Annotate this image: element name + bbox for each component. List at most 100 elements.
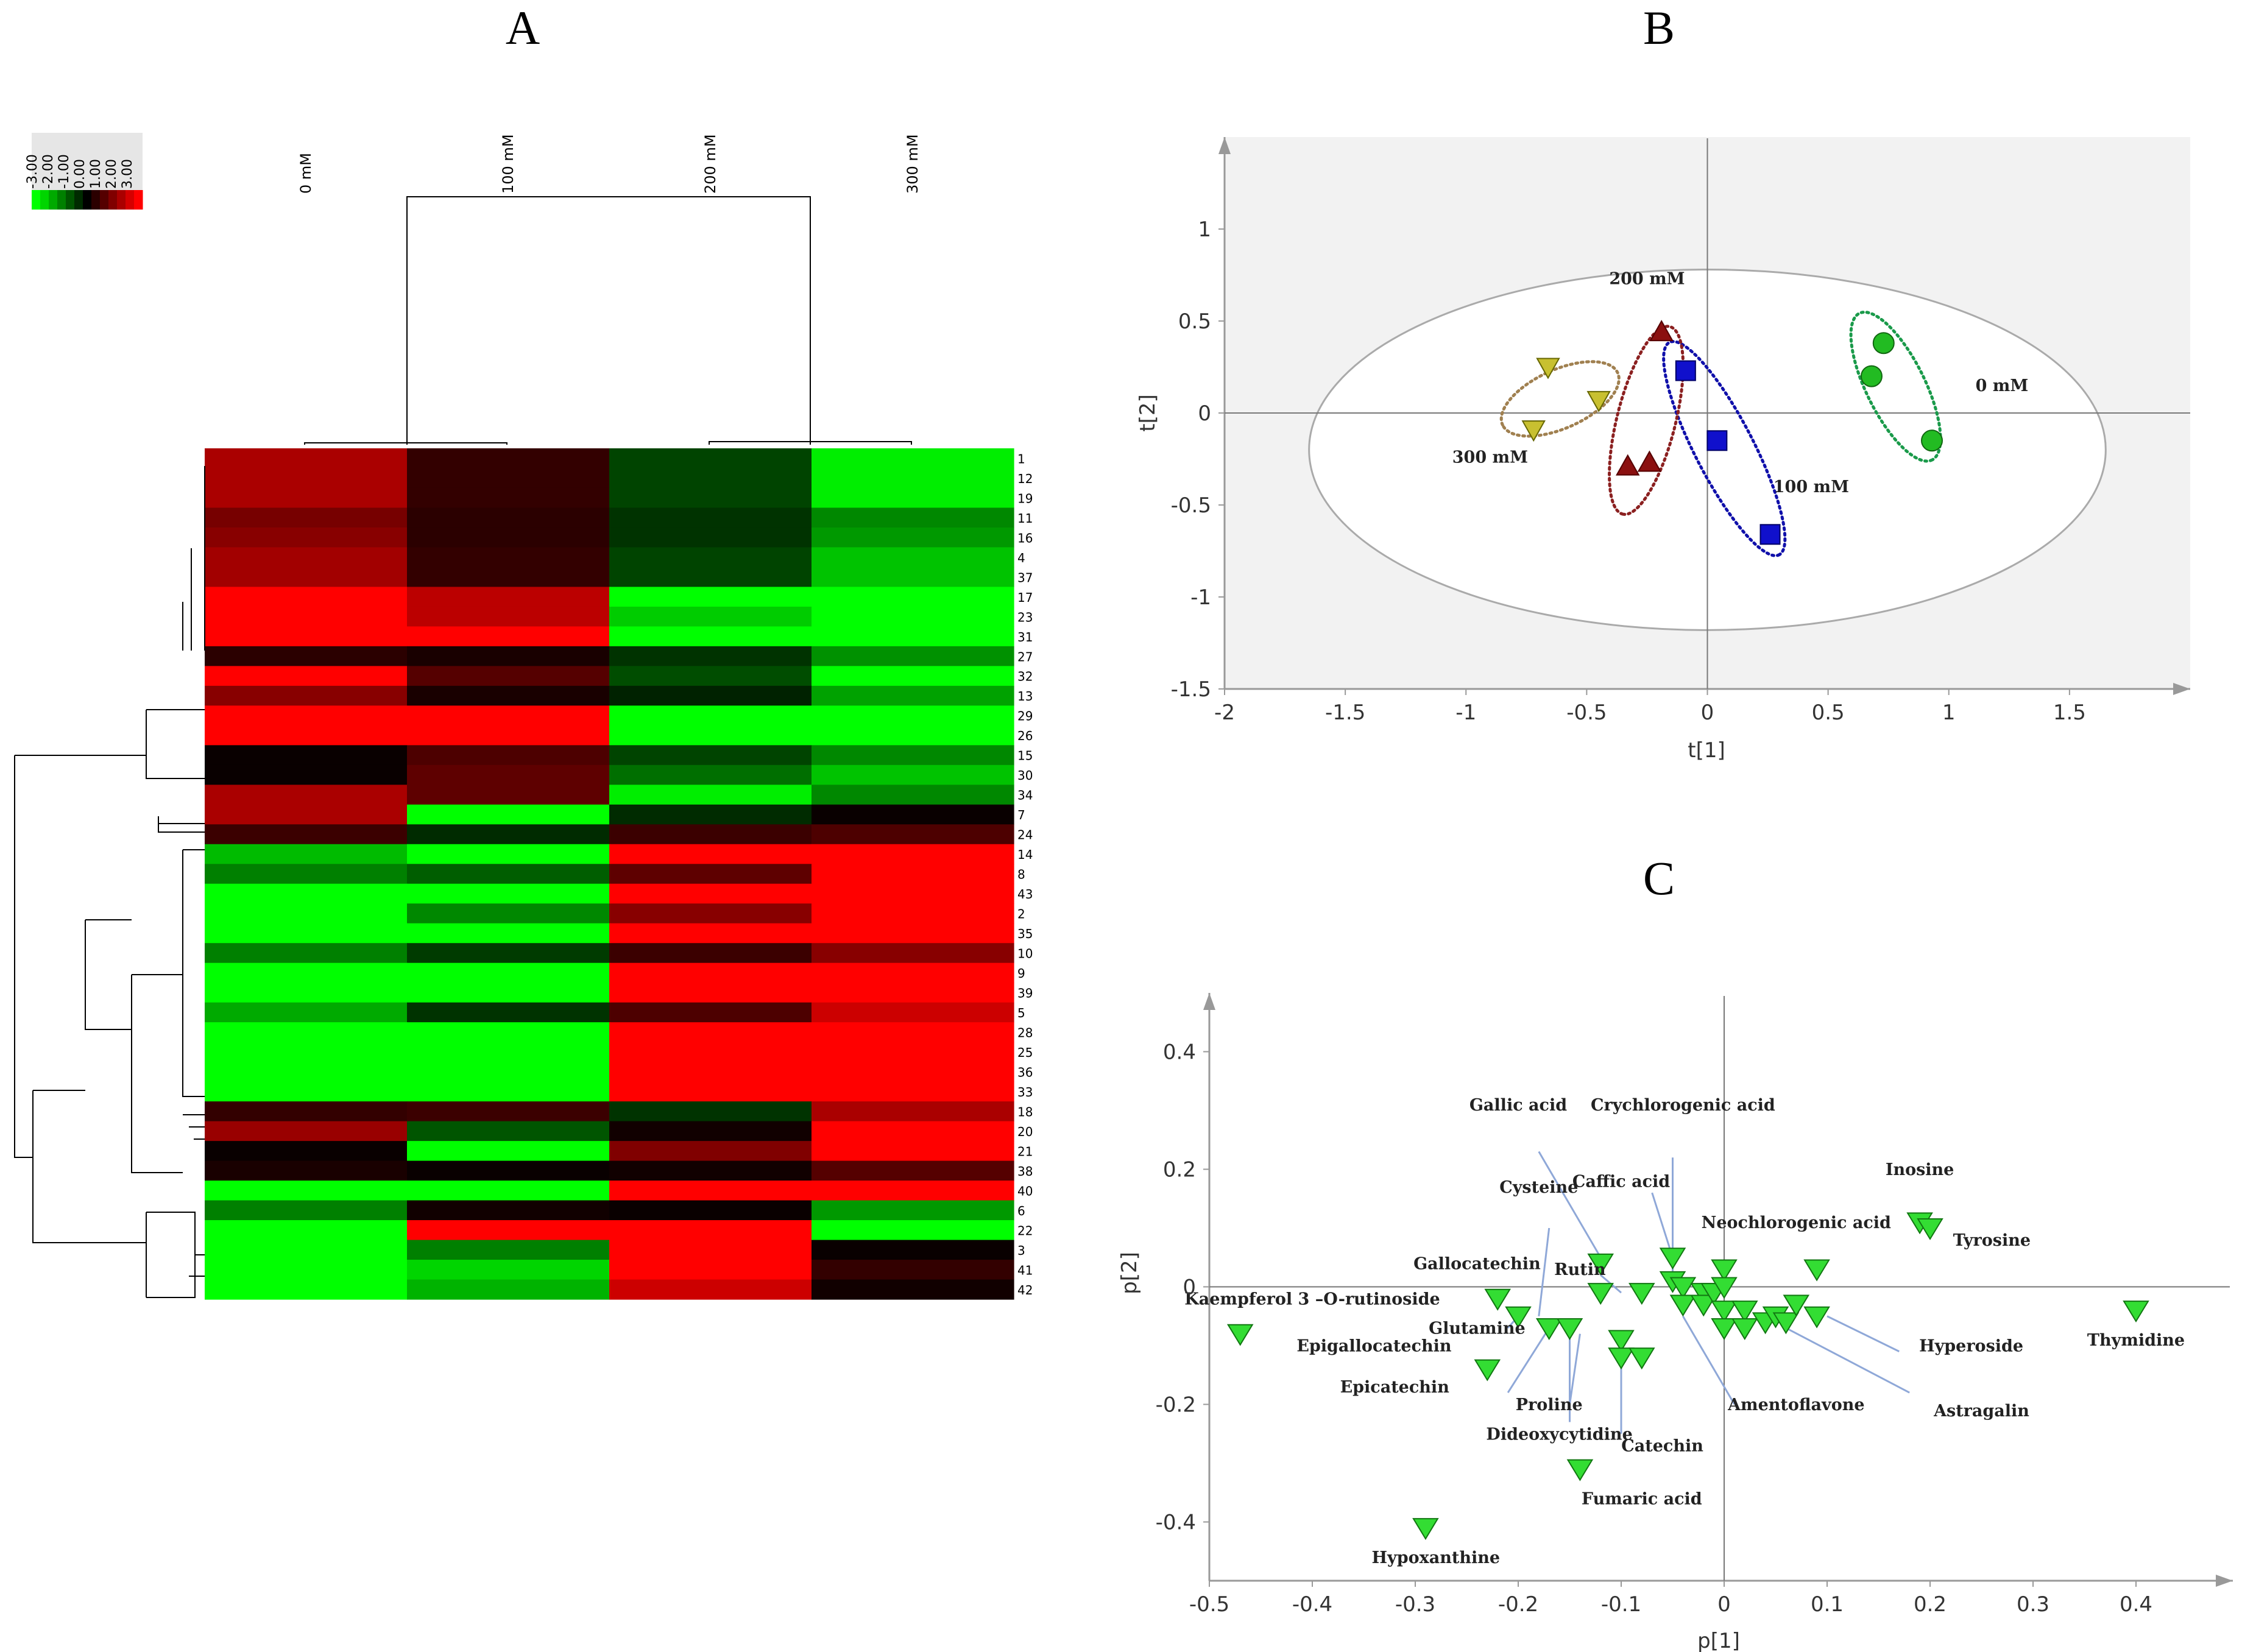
x-tick-label: 0 <box>1717 1592 1731 1617</box>
group-ring <box>1499 360 1621 438</box>
loading-point <box>1711 1318 1738 1340</box>
x-tick-label: -0.1 <box>1601 1592 1641 1617</box>
row-label: 35 <box>1017 927 1033 941</box>
leader-line <box>1785 1327 1910 1394</box>
heatmap-cell <box>812 1160 1014 1181</box>
heatmap-cell <box>407 983 610 1003</box>
loading-point <box>1659 1248 1686 1270</box>
metabolite-label: Dideoxycytidine <box>1486 1425 1632 1444</box>
loading-x-arrow <box>2216 1575 2233 1587</box>
loading-point <box>1772 1312 1800 1335</box>
heatmap-cell <box>407 1160 610 1181</box>
row-label: 12 <box>1017 471 1033 486</box>
heatmap-cell <box>407 1022 610 1043</box>
heatmap-cell <box>407 1002 610 1023</box>
heatmap-cell <box>609 606 812 627</box>
row-label: 5 <box>1017 1006 1025 1020</box>
heatmap-cell <box>205 725 408 746</box>
x-tick-label: -2 <box>1214 701 1235 725</box>
y-tick-label: 0 <box>1183 1276 1196 1300</box>
row-label: 22 <box>1017 1223 1033 1238</box>
legend-swatch <box>40 190 49 210</box>
row-label: 17 <box>1017 590 1033 605</box>
heatmap-cell <box>205 1121 408 1142</box>
heatmap-cell <box>609 1002 812 1023</box>
metabolite-labels: Gallic acid Crychlorogenic acid Inosine Caf… <box>1184 1096 2185 1567</box>
heatmap-cell <box>609 923 812 944</box>
loading-point <box>1474 1359 1501 1382</box>
group-label: 300 mM <box>1452 448 1528 467</box>
heatmap-cell <box>609 983 812 1003</box>
heatmap-cell <box>205 448 408 469</box>
row-label: 32 <box>1017 669 1033 684</box>
metabolite-label: Inosine <box>1886 1160 1954 1179</box>
panel-letter-c: C <box>1643 852 1675 905</box>
metabolite-label: Fumaric acid <box>1582 1490 1702 1509</box>
row-label: 16 <box>1017 531 1033 545</box>
metabolite-label: Crychlorogenic acid <box>1591 1096 1775 1115</box>
leader-line <box>1538 1227 1551 1316</box>
metabolite-label: Tyrosine <box>1953 1231 2031 1250</box>
heatmap-cell <box>812 547 1014 568</box>
loading-point <box>1669 1294 1697 1317</box>
score-point <box>1759 524 1781 545</box>
row-label: 41 <box>1017 1263 1033 1277</box>
legend-tick-label: 1.00 <box>88 159 104 189</box>
heatmap-cell <box>609 864 812 884</box>
heatmap-cell <box>205 468 408 489</box>
heatmap-cell <box>812 1002 1014 1023</box>
heatmap-cell <box>609 764 812 785</box>
heatmap-cell <box>609 1220 812 1241</box>
row-label: 3 <box>1017 1243 1025 1258</box>
loading-y-arrow <box>1203 993 1215 1010</box>
row-label: 4 <box>1017 551 1025 565</box>
score-point <box>1860 365 1883 387</box>
heatmap-cell <box>205 1160 408 1181</box>
metabolite-label: Thymidine <box>2087 1331 2185 1350</box>
heatmap-cell <box>407 804 610 825</box>
legend-swatch <box>74 190 83 210</box>
heatmap-cell <box>205 705 408 726</box>
heatmap-cell <box>609 1240 812 1260</box>
y-tick-label: 1 <box>1198 217 1211 242</box>
heatmap-cell <box>812 725 1014 746</box>
heatmap-cell <box>205 943 408 964</box>
heatmap-cell <box>205 567 408 588</box>
heatmap-cell <box>609 844 812 864</box>
panel-letter-b: B <box>1643 1 1675 54</box>
heatmap-cell <box>205 764 408 785</box>
heatmap-cell <box>609 1022 812 1043</box>
legend-swatch <box>100 190 109 210</box>
heatmap-cell <box>407 844 610 864</box>
score-point <box>1649 320 1674 342</box>
heatmap-cell <box>407 1260 610 1280</box>
heatmap-cell <box>812 883 1014 904</box>
x-tick-label: -0.5 <box>1566 701 1607 725</box>
row-label: 28 <box>1017 1026 1033 1040</box>
row-label: 33 <box>1017 1085 1033 1100</box>
heatmap-cell <box>205 547 408 568</box>
legend-tick-label: 3.00 <box>120 159 135 189</box>
heatmap-cell <box>407 705 610 726</box>
loading-point <box>2123 1301 2149 1323</box>
heatmap-cell <box>812 1121 1014 1142</box>
score-point <box>1616 454 1640 476</box>
legend-swatch <box>83 190 92 210</box>
legend-swatch <box>126 190 135 210</box>
legend-swatch <box>32 190 41 210</box>
heatmap-cell <box>812 468 1014 489</box>
column-dendrogram <box>304 196 912 445</box>
loading-points <box>1226 1212 2149 1541</box>
heatmap-cell <box>407 448 610 469</box>
row-label: 42 <box>1017 1283 1033 1297</box>
row-label: 6 <box>1017 1204 1025 1218</box>
heatmap-cell <box>205 666 408 687</box>
heatmap-cell <box>205 1279 408 1300</box>
heatmap-cell <box>205 1240 408 1260</box>
heatmap-cell <box>812 705 1014 726</box>
y-tick-label: -0.5 <box>1171 493 1211 518</box>
heatmap-cell <box>205 1200 408 1221</box>
leader-line <box>1507 1327 1550 1394</box>
